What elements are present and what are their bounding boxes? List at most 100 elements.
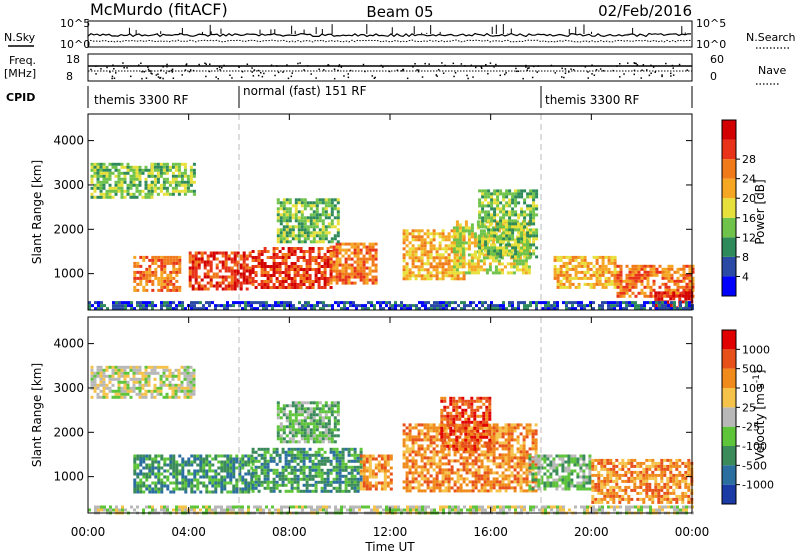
power-cell bbox=[96, 165, 100, 169]
velocity-cell bbox=[318, 437, 322, 441]
velocity-cell bbox=[254, 456, 258, 460]
power-cell bbox=[224, 287, 228, 291]
velocity-cell bbox=[157, 454, 161, 458]
power-cell bbox=[628, 270, 632, 274]
power-cell bbox=[344, 242, 348, 246]
velocity-cell bbox=[132, 389, 136, 393]
power-cell bbox=[529, 228, 533, 232]
velocity-cell bbox=[196, 481, 200, 485]
power-cell bbox=[247, 301, 250, 305]
velocity-cell bbox=[260, 447, 264, 451]
power-cell bbox=[502, 240, 506, 244]
power-cell bbox=[455, 247, 459, 251]
power-cell bbox=[490, 213, 494, 217]
power-cell bbox=[622, 285, 626, 289]
velocity-cell bbox=[186, 377, 190, 381]
velocity-cell bbox=[359, 474, 363, 478]
velocity-cell bbox=[320, 459, 324, 463]
velocity-cell bbox=[338, 486, 342, 490]
power-cell bbox=[462, 238, 466, 242]
power-cell bbox=[649, 288, 653, 292]
power-cell bbox=[562, 285, 566, 289]
power-cell bbox=[467, 226, 471, 230]
velocity-cell bbox=[254, 483, 258, 487]
power-cell bbox=[172, 255, 176, 259]
power-cell bbox=[183, 192, 187, 196]
power-cell bbox=[171, 165, 175, 169]
power-cell bbox=[338, 248, 342, 252]
power-cell bbox=[138, 189, 142, 193]
power-cell bbox=[257, 256, 261, 259]
velocity-cell bbox=[105, 386, 109, 390]
power-cell bbox=[346, 301, 349, 305]
velocity-cell bbox=[133, 481, 137, 485]
power-cell bbox=[138, 174, 142, 178]
power-cell bbox=[276, 198, 280, 202]
power-cell bbox=[502, 198, 506, 202]
velocity-cell bbox=[374, 463, 378, 467]
power-cell bbox=[640, 282, 644, 286]
velocity-cell bbox=[241, 457, 245, 461]
power-cell bbox=[139, 304, 142, 308]
velocity-cell bbox=[308, 468, 312, 472]
freq-dot bbox=[130, 75, 132, 78]
velocity-region bbox=[133, 454, 254, 494]
power-cell bbox=[154, 276, 158, 280]
velocity-cell bbox=[312, 434, 316, 438]
velocity-cell bbox=[139, 460, 143, 464]
power-cell bbox=[423, 250, 427, 254]
velocity-cell bbox=[202, 472, 206, 476]
power-cell bbox=[272, 268, 276, 271]
power-cell bbox=[509, 271, 513, 275]
power-cell bbox=[282, 204, 286, 208]
power-cell bbox=[301, 304, 304, 308]
velocity-cell bbox=[111, 374, 115, 378]
freq-dot bbox=[454, 72, 457, 74]
power-cell bbox=[100, 304, 103, 308]
power-cell bbox=[108, 168, 112, 172]
power-cell bbox=[559, 255, 563, 259]
power-cell bbox=[598, 282, 602, 286]
power-cell bbox=[310, 307, 313, 311]
velocity-cell bbox=[171, 377, 175, 381]
velocity-cell bbox=[141, 383, 145, 387]
power-cell bbox=[405, 265, 409, 269]
power-cell bbox=[314, 259, 318, 262]
power-cell bbox=[288, 201, 292, 205]
velocity-cell bbox=[356, 456, 360, 460]
power-cell bbox=[322, 304, 325, 308]
power-cell bbox=[276, 231, 280, 235]
power-cell bbox=[279, 201, 283, 205]
power-cell bbox=[117, 180, 121, 184]
power-cell bbox=[224, 263, 228, 267]
power-cell bbox=[272, 271, 276, 274]
power-cell bbox=[316, 301, 319, 305]
power-cell bbox=[565, 270, 569, 274]
power-cell bbox=[406, 307, 409, 311]
power-cell bbox=[362, 275, 366, 279]
velocity-cell bbox=[162, 365, 166, 369]
velocity-cell bbox=[139, 487, 143, 491]
power-cell bbox=[444, 247, 448, 251]
velocity-cell bbox=[303, 416, 307, 420]
power-cell bbox=[333, 234, 337, 238]
velocity-cell bbox=[133, 484, 137, 488]
power-cell bbox=[162, 183, 166, 187]
power-cell bbox=[314, 277, 318, 280]
velocity-cell bbox=[147, 365, 151, 369]
power-cell bbox=[508, 192, 512, 196]
velocity-cell bbox=[302, 459, 306, 463]
power-cell bbox=[284, 253, 288, 256]
power-cell bbox=[481, 252, 485, 256]
power-cell bbox=[484, 189, 488, 193]
power-cell bbox=[321, 219, 325, 223]
velocity-cell bbox=[362, 484, 366, 488]
power-cell bbox=[529, 207, 533, 211]
power-cell bbox=[163, 261, 167, 265]
velocity-cell bbox=[291, 413, 295, 417]
velocity-cell bbox=[308, 447, 312, 451]
velocity-cell bbox=[291, 440, 295, 444]
power-cell bbox=[174, 186, 178, 190]
power-cell bbox=[303, 237, 307, 241]
power-cell bbox=[631, 270, 635, 274]
